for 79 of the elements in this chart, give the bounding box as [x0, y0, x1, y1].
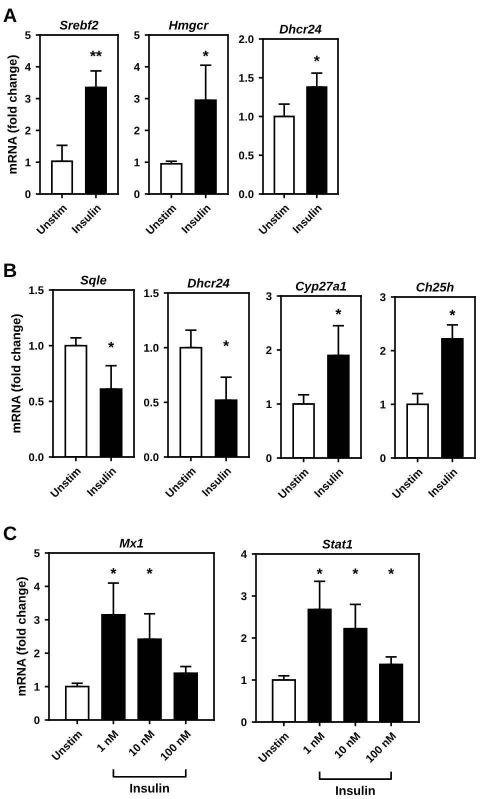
- y-tick-label: 2: [380, 346, 386, 355]
- y-tick-label: 3: [241, 592, 247, 600]
- annotation: *: [146, 568, 153, 574]
- y-tick-label: 1.5: [29, 286, 44, 294]
- y-axis-title: mRNA (fold change): [16, 577, 28, 696]
- chart-title: Mx1: [120, 538, 143, 548]
- annotation: *: [449, 310, 456, 316]
- y-tick-label: 4: [134, 63, 140, 71]
- chart-title: Ch25h: [416, 282, 454, 292]
- y-tick-label: 1.5: [239, 74, 254, 82]
- y-tick-label: 5: [25, 31, 31, 40]
- y-tick-label: 2.0: [238, 35, 254, 44]
- y-tick-label: 2: [34, 649, 40, 658]
- x-tick-label: 1 nM: [96, 730, 119, 752]
- y-tick-label: 0.5: [28, 398, 44, 406]
- annotation: *: [110, 568, 116, 574]
- chart-title: Hmgcr: [168, 20, 209, 32]
- annotation: *: [108, 342, 114, 348]
- y-tick-label: 3: [134, 94, 140, 103]
- text: Insulin: [336, 786, 375, 796]
- y-tick-label: 0: [134, 190, 140, 198]
- y-tick-label: 1: [380, 400, 386, 408]
- chart-title: Stat1: [322, 540, 352, 549]
- annotation: *: [352, 568, 358, 574]
- annotation: *: [388, 568, 394, 574]
- y-tick-label: 1.0: [29, 342, 44, 350]
- text: Insulin: [130, 783, 169, 793]
- y-tick-label: 1.0: [239, 112, 254, 121]
- annotation: *: [314, 56, 320, 62]
- y-tick-label: 5: [34, 549, 40, 558]
- y-tick-label: 0.5: [144, 398, 159, 406]
- y-tick-label: 5: [134, 31, 140, 40]
- y-tick-label: 0: [380, 454, 386, 462]
- text: B: [4, 264, 16, 278]
- annotation: *: [223, 340, 230, 346]
- y-tick-label: 3: [34, 616, 40, 624]
- y-tick-label: 0: [25, 190, 31, 198]
- y-tick-label: 2: [266, 346, 272, 354]
- x-tick-label: 10 nM: [128, 730, 155, 757]
- chart-title: Sqle: [80, 275, 106, 288]
- text: A: [3, 8, 17, 22]
- y-tick-label: 4: [34, 582, 40, 590]
- y-tick-label: 2: [241, 634, 247, 642]
- y-tick-label: 1: [34, 682, 40, 691]
- y-tick-label: 3: [25, 94, 31, 103]
- y-tick-label: 2: [25, 126, 31, 134]
- chart-title: Cyp27a1: [296, 282, 346, 294]
- y-axis-title: mRNA (fold change): [8, 55, 20, 174]
- text: C: [4, 526, 17, 540]
- y-tick-label: 0: [266, 454, 272, 462]
- y-tick-label: 1: [241, 676, 247, 684]
- y-tick-label: 1.0: [144, 344, 159, 352]
- x-tick-label: 100 nM: [160, 730, 192, 761]
- y-tick-label: 2: [134, 126, 140, 134]
- chart-title: Srebf2: [60, 20, 98, 30]
- x-tick-label: 1 nM: [302, 732, 325, 754]
- y-tick-label: 3: [380, 293, 386, 302]
- y-tick-label: 1.5: [144, 289, 159, 298]
- y-tick-label: 1: [25, 158, 31, 166]
- y-tick-label: 0.0: [144, 453, 159, 462]
- y-axis-title: mRNA (fold change): [11, 314, 23, 433]
- y-tick-label: 0.5: [238, 152, 254, 160]
- y-tick-label: 0: [34, 716, 40, 724]
- x-tick-label: 10 nM: [334, 732, 361, 759]
- y-tick-label: 4: [24, 63, 31, 71]
- y-tick-label: 4: [240, 550, 247, 558]
- annotation: *: [316, 568, 323, 574]
- y-tick-label: 1: [134, 158, 140, 166]
- y-tick-label: 3: [266, 292, 272, 300]
- chart-title: Dhcr24: [280, 24, 322, 34]
- annotation: *: [202, 50, 209, 56]
- y-tick-label: 0.0: [28, 453, 44, 462]
- y-tick-label: 0: [241, 718, 247, 726]
- y-tick-label: 1: [266, 400, 272, 408]
- chart-title: Dhcr24: [188, 278, 230, 288]
- annotation: *: [335, 308, 342, 315]
- annotation: **: [90, 50, 102, 56]
- y-tick-label: 0.0: [238, 190, 254, 198]
- x-tick-label: 100 nM: [365, 732, 396, 763]
